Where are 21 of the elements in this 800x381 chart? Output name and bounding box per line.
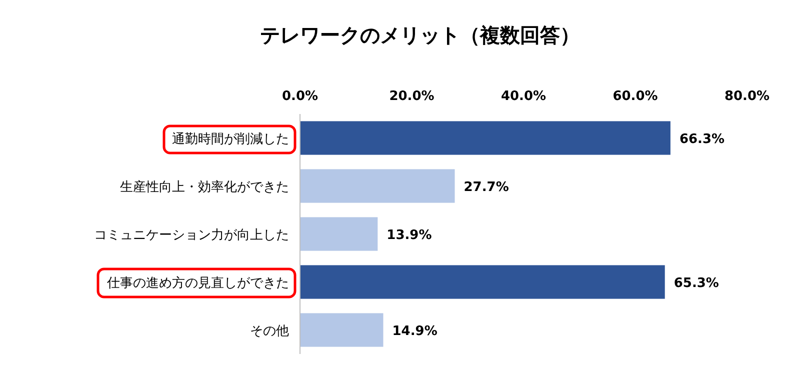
x-tick-label: 20.0% bbox=[389, 89, 434, 104]
bar bbox=[300, 217, 378, 251]
bar bbox=[300, 265, 665, 299]
data-label: 27.7% bbox=[464, 180, 509, 195]
bar bbox=[300, 121, 670, 155]
data-label: 66.3% bbox=[679, 132, 725, 147]
y-tick-label: 生産性向上・効率化ができた bbox=[120, 179, 289, 195]
data-label: 14.9% bbox=[392, 324, 438, 339]
bar bbox=[300, 313, 384, 347]
y-tick-label: コミュニケーション力が向上した bbox=[94, 228, 289, 243]
data-label: 65.3% bbox=[674, 276, 719, 291]
y-tick-label: その他 bbox=[250, 324, 289, 339]
x-tick-label: 80.0% bbox=[724, 89, 770, 104]
data-label: 13.9% bbox=[386, 228, 432, 243]
y-tick-label: 通勤時間が削減した bbox=[172, 132, 289, 147]
bar bbox=[300, 169, 455, 203]
x-tick-label: 0.0% bbox=[282, 89, 318, 104]
chart-title: テレワークのメリット（複数回答） bbox=[260, 23, 580, 47]
x-tick-label: 40.0% bbox=[500, 89, 546, 104]
y-tick-label: 仕事の進め方の見直しができた bbox=[106, 275, 289, 291]
x-tick-label: 60.0% bbox=[612, 89, 658, 104]
